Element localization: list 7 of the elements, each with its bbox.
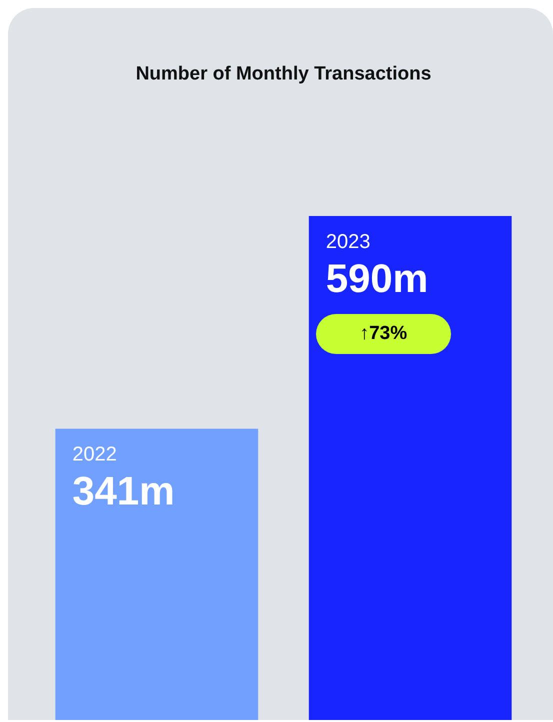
x-tick-label: 2022 <box>72 444 117 466</box>
data-label: 341m <box>72 470 175 514</box>
annotation: ↑73% <box>360 323 408 346</box>
data-label: 590m <box>326 257 428 302</box>
x-tick-label: 2023 <box>326 231 370 254</box>
percent-badge: ↑73% <box>316 314 451 354</box>
chart-title: Number of Monthly Transactions <box>136 64 432 85</box>
